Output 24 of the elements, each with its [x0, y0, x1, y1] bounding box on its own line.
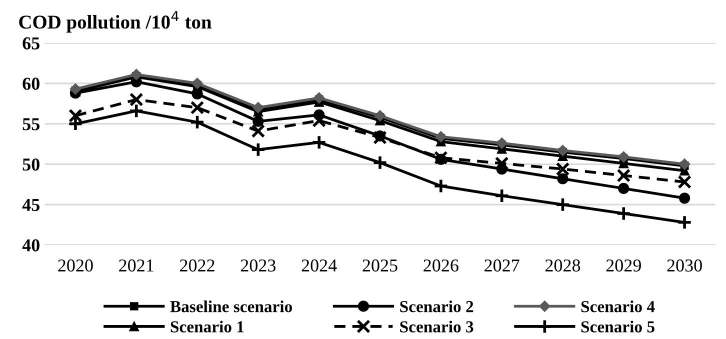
x-tick-label: 2030 [667, 259, 702, 272]
x-tick-label: 2024 [302, 259, 337, 272]
y-tick-label: 65 [22, 37, 40, 50]
legend-label: Scenario 5 [581, 320, 654, 332]
y-tick-label: 45 [22, 198, 40, 212]
legend-label: Baseline scenario [170, 300, 292, 312]
x-tick-label: 2021 [119, 259, 154, 272]
legend-label: Scenario 3 [400, 320, 474, 332]
chart-title: COD pollution /10$^{4}$ ton [19, 11, 212, 33]
legend-label: Scenario 4 [581, 300, 655, 312]
y-tick-label: 55 [22, 118, 40, 130]
y-tick-label: 40 [22, 239, 40, 252]
legend-label: Scenario 1 [170, 320, 244, 332]
legend-label: Scenario 2 [400, 300, 474, 312]
x-tick-label: 2028 [545, 259, 580, 272]
x-tick-label: 2023 [240, 259, 276, 272]
x-tick-label: 2022 [180, 259, 214, 272]
x-tick-label: 2029 [606, 259, 641, 272]
x-tick-label: 2020 [58, 259, 93, 272]
y-tick-label: 60 [22, 78, 40, 90]
x-tick-label: 2025 [362, 259, 398, 272]
x-tick-label: 2027 [484, 259, 520, 272]
x-tick-label: 2026 [424, 259, 458, 272]
y-tick-label: 50 [22, 158, 40, 171]
